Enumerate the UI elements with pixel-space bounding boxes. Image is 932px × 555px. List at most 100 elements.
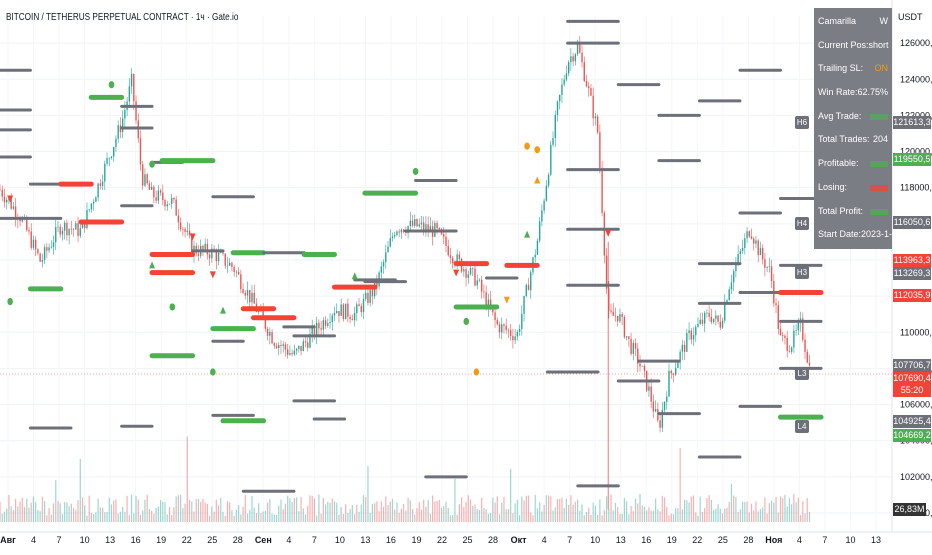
volume-bar bbox=[351, 505, 353, 522]
stats-row: Profitable: bbox=[814, 152, 892, 176]
candle-body bbox=[748, 231, 750, 237]
candle-body bbox=[509, 330, 512, 336]
time-tick-label: 16 bbox=[131, 535, 141, 545]
volume-bar bbox=[295, 497, 298, 522]
volume-bar bbox=[563, 507, 565, 522]
candle-body bbox=[596, 116, 599, 133]
volume-bar bbox=[409, 500, 411, 522]
volume-bar bbox=[313, 498, 316, 522]
volume-bar bbox=[418, 502, 420, 522]
stats-label: Current Pos: bbox=[818, 39, 869, 50]
volume-bar bbox=[403, 503, 405, 522]
candle-body bbox=[264, 317, 267, 329]
candle-body bbox=[52, 242, 55, 247]
candle-body bbox=[654, 409, 657, 412]
candle-body bbox=[324, 320, 327, 326]
volume-bar bbox=[139, 514, 142, 522]
volume-bar bbox=[483, 508, 485, 522]
currency-label[interactable]: USDT bbox=[898, 12, 923, 22]
candle-body bbox=[741, 248, 744, 252]
candle-body bbox=[77, 223, 79, 236]
candle-body bbox=[338, 311, 340, 316]
candle-body bbox=[744, 238, 746, 249]
volume-bar bbox=[724, 508, 726, 522]
candle-body bbox=[286, 349, 289, 355]
time-tick-label: 22 bbox=[692, 535, 702, 545]
volume-bar bbox=[70, 503, 72, 522]
volume-bar bbox=[93, 514, 95, 522]
volume-bar bbox=[108, 497, 110, 522]
time-tick-label: 10 bbox=[80, 535, 90, 545]
volume-bar bbox=[704, 508, 706, 522]
volume-bar bbox=[617, 507, 619, 522]
volume-bar bbox=[655, 498, 657, 522]
candle-body bbox=[202, 245, 204, 250]
volume-bar bbox=[728, 501, 730, 522]
signal-down-arrow bbox=[7, 195, 14, 203]
price-tag: 116050,6 bbox=[893, 216, 931, 230]
volume-bar bbox=[804, 513, 806, 522]
volume-bar bbox=[773, 502, 775, 522]
candle-body bbox=[275, 345, 278, 349]
time-tick-label: 4 bbox=[542, 535, 547, 545]
volume-bar bbox=[0, 501, 1, 522]
volume-bar bbox=[293, 498, 295, 522]
time-axis[interactable]: Авг 4 7 10 13 16 19 22 25 28 Сен 4 7 10 13 16 19 22 25 28 Ок… bbox=[0, 531, 932, 545]
volume-bar bbox=[17, 506, 19, 522]
candle-body bbox=[679, 351, 681, 363]
volume-bar bbox=[255, 513, 258, 522]
volume-bar bbox=[574, 501, 576, 522]
stats-value bbox=[870, 184, 888, 191]
candle-body bbox=[12, 206, 15, 209]
candle-body bbox=[349, 316, 351, 320]
volume-bar bbox=[188, 499, 191, 522]
stats-row: Total Trades: 204 bbox=[814, 128, 892, 152]
price-tick-label: 106000,0 bbox=[900, 400, 932, 410]
candle-body bbox=[226, 265, 229, 267]
volume-bar bbox=[717, 504, 719, 522]
candle-body bbox=[467, 274, 469, 278]
time-tick-label: 28 bbox=[233, 535, 243, 545]
candle-body bbox=[409, 220, 412, 227]
candle-body bbox=[376, 282, 378, 287]
candle-body bbox=[554, 114, 556, 138]
candle-body bbox=[545, 185, 548, 201]
candle-body bbox=[581, 52, 583, 63]
candle-body bbox=[465, 269, 467, 278]
candle-body bbox=[68, 228, 70, 236]
volume-bar bbox=[494, 502, 496, 522]
candle-body bbox=[385, 252, 387, 263]
volume-bar bbox=[603, 510, 605, 522]
volume-bar bbox=[648, 507, 650, 522]
volume-bar bbox=[759, 509, 762, 522]
candle-body bbox=[501, 324, 503, 333]
candle-body bbox=[191, 234, 193, 254]
level-tag: H4 bbox=[795, 217, 809, 231]
candle-body bbox=[485, 292, 487, 309]
volume-bar bbox=[492, 497, 494, 522]
volume-bar bbox=[48, 508, 50, 522]
volume-bar bbox=[802, 501, 804, 522]
volume-bar bbox=[434, 501, 436, 522]
volume-bar bbox=[10, 506, 12, 522]
volume-bar bbox=[46, 515, 48, 522]
candle-body bbox=[333, 312, 336, 316]
volume-bar bbox=[159, 500, 162, 522]
candle-body bbox=[759, 247, 762, 256]
volume-bar bbox=[104, 512, 106, 522]
candle-body bbox=[30, 231, 32, 248]
volume-bar bbox=[349, 509, 351, 522]
volume-bar bbox=[784, 494, 786, 522]
chart-title: BITCOIN / TETHERUS PERPETUAL CONTRACT · … bbox=[6, 12, 239, 23]
signal-down-arrow bbox=[453, 269, 460, 277]
volume-bar bbox=[565, 498, 568, 522]
candle-body bbox=[90, 203, 93, 210]
volume-bar bbox=[463, 506, 465, 522]
candle-body bbox=[224, 253, 226, 266]
volume-bar bbox=[447, 507, 449, 522]
volume-bar bbox=[795, 502, 797, 522]
candle-body bbox=[489, 299, 492, 309]
volume-bar bbox=[269, 499, 271, 522]
